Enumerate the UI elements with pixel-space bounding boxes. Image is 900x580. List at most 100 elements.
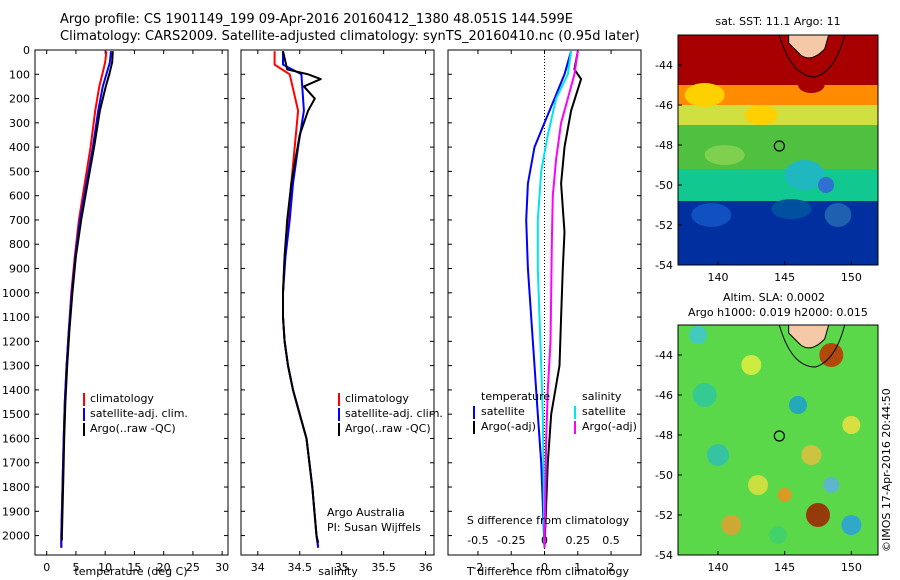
- profile-panel-2: 34 34.5 35 35.5 36: [240, 49, 435, 574]
- y-tick-label: 900: [9, 263, 30, 276]
- legend-satadj: satellite-adj. clim.: [90, 407, 188, 420]
- y-tick-label: 1700: [2, 457, 30, 470]
- y-tick-label: 2000: [2, 530, 30, 543]
- annotation-line1: Argo Australia: [327, 506, 405, 519]
- sst-band: [678, 35, 878, 85]
- x-tick-label: 30: [215, 561, 229, 574]
- legend-t-argo: Argo(-adj): [481, 420, 536, 433]
- legend-s-satellite: satellite: [582, 405, 626, 418]
- sla-blob: [692, 383, 717, 407]
- contour-line: [778, 325, 846, 368]
- legend-sal: climatology satellite-adj. clim. Argo(..…: [338, 392, 443, 436]
- y-tick-label: 700: [9, 214, 30, 227]
- sla-blob: [748, 475, 768, 495]
- map-y-tick-label: -46: [655, 389, 673, 402]
- sla-blob: [801, 445, 822, 465]
- sla-blob: [789, 396, 807, 414]
- y-tick-label: 1400: [2, 384, 30, 397]
- x-tick-label: 25: [186, 561, 200, 574]
- legend-climatology: climatology: [90, 392, 154, 405]
- series-group: [60, 51, 114, 548]
- legend-sal-argo: Argo(..raw -QC): [345, 422, 431, 435]
- x-tick-label: 10: [98, 561, 112, 574]
- y-tick-label: 200: [9, 93, 30, 106]
- sst-map: -44 -46 -48 -50 -52 -54 140 145 150: [655, 34, 879, 284]
- series-group: [525, 50, 583, 548]
- salinity-tick-label: -0.25: [497, 534, 525, 547]
- sst-patch: [798, 77, 825, 93]
- x-tick-label: 5: [72, 561, 79, 574]
- x-tick-label: -2: [472, 561, 483, 574]
- x-tick-label: 0: [541, 561, 548, 574]
- sst-band: [678, 105, 878, 125]
- t-diff-label: T difference from climatology: [466, 565, 629, 578]
- legend-diff: temperature satellite Argo(-adj) salinit…: [473, 390, 637, 434]
- map-y-tick-label: -50: [655, 469, 673, 482]
- series-line: [60, 51, 114, 541]
- map-x-tick-label: 150: [841, 271, 862, 284]
- map-frame: [677, 324, 879, 556]
- y-tick-label: 1900: [2, 505, 30, 518]
- legend-argo: Argo(..raw -QC): [90, 422, 176, 435]
- map-y-tick-label: -48: [655, 429, 673, 442]
- x-tick-label: 0: [43, 561, 50, 574]
- sla-blob: [841, 515, 862, 535]
- x-tick-label: 1: [574, 561, 581, 574]
- sla-title-1: Altim. SLA: 0.0002: [723, 291, 825, 304]
- sst-band: [678, 125, 878, 169]
- sst-patch: [691, 203, 732, 227]
- series-line: [543, 51, 583, 548]
- x-tick-label: 34.5: [287, 561, 312, 574]
- sst-patch: [684, 83, 725, 107]
- x-tick-label: 20: [157, 561, 171, 574]
- sst-band: [678, 169, 878, 201]
- landmass: [788, 325, 830, 349]
- map-y-tick-label: -52: [655, 509, 673, 522]
- x-tick-label: 34: [251, 561, 265, 574]
- series-line: [282, 50, 322, 544]
- y-tick-label: 0: [23, 44, 30, 57]
- s-diff-label: S difference from climatology: [467, 514, 630, 527]
- profile-panel-1: 0100200300400500600700800900100011001200…: [2, 44, 229, 574]
- y-tick-label: 1000: [2, 287, 30, 300]
- sst-patch: [824, 203, 852, 227]
- sst-patch: [771, 199, 812, 219]
- x-tick-label: 2: [608, 561, 615, 574]
- salinity-tick-label: 0.5: [602, 534, 620, 547]
- sst-patch: [818, 177, 834, 193]
- series-line: [525, 50, 573, 548]
- legend-temp: climatology satellite-adj. clim. Argo(..…: [83, 392, 188, 436]
- sla-blob: [842, 416, 861, 434]
- temp-xlabel: temperature (deg C): [74, 565, 187, 578]
- y-tick-label: 500: [9, 165, 30, 178]
- title-line-1: Argo profile: CS 1901149_199 09-Apr-2016…: [60, 12, 573, 27]
- sal-xlabel: salinity: [318, 565, 358, 578]
- series-line: [536, 51, 573, 548]
- sla-title-2: Argo h1000: 0.019 h2000: 0.015: [688, 306, 868, 319]
- salinity-tick-label: 0.25: [566, 534, 591, 547]
- sla-blob: [721, 515, 742, 535]
- series-line: [543, 51, 579, 548]
- map-x-tick-label: 145: [774, 271, 795, 284]
- y-tick-label: 400: [9, 141, 30, 154]
- sla-blob: [769, 526, 787, 544]
- map-y-tick-label: -44: [655, 59, 673, 72]
- sla-blob: [689, 326, 707, 344]
- map-x-tick-label: 140: [708, 561, 729, 574]
- plot-frame: [240, 49, 435, 556]
- y-tick-label: 300: [9, 117, 30, 130]
- argo-position-marker: [773, 430, 785, 442]
- watermark: ©IMOS 17-Apr-2016 20:44:50: [880, 388, 893, 552]
- x-tick-label: 35.5: [371, 561, 396, 574]
- legend-salinity-title: salinity: [582, 390, 622, 403]
- legend-s-argo: Argo(-adj): [582, 420, 637, 433]
- y-tick-label: 1600: [2, 432, 30, 445]
- argo-position-marker: [773, 140, 785, 152]
- map-x-tick-label: 145: [774, 561, 795, 574]
- sla-blob: [741, 355, 762, 375]
- map-field: [678, 325, 878, 555]
- landmass: [788, 35, 830, 59]
- sla-blob: [707, 444, 729, 466]
- map-y-tick-label: -50: [655, 179, 673, 192]
